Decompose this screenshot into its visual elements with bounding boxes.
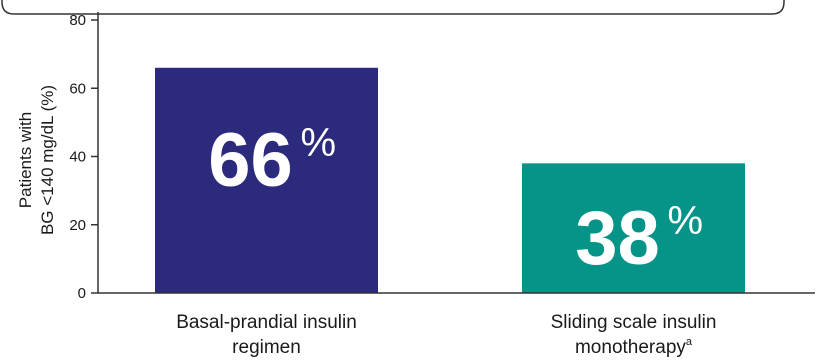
y-tick-label: 60 [69, 80, 86, 97]
y-axis-title: Patients with BG <140 mg/dL (%) [16, 85, 57, 235]
footnote-marker: a [686, 336, 693, 348]
y-axis-title-line: BG <140 mg/dL (%) [38, 85, 57, 235]
y-axis-title-line: Patients with [16, 112, 35, 208]
bar [155, 67, 378, 294]
y-tick-label: 40 [69, 149, 86, 166]
bar [522, 163, 745, 293]
bar-value-label: 66 [208, 118, 293, 203]
bar-value-suffix: % [668, 199, 704, 243]
category-label-line: Basal-prandial insulin [176, 312, 357, 333]
category-label-line: Sliding scale insulin [551, 312, 717, 333]
y-tick-label: 20 [69, 217, 86, 234]
panel-border [1, 0, 785, 15]
bars: 66 %38% [155, 67, 745, 294]
bar-value-label: 38 [575, 196, 660, 281]
category-label-line: regimen [232, 337, 301, 358]
bar-value-suffix: % [301, 121, 337, 165]
y-axis-ticks: 0 20 40 60 80 [69, 12, 98, 302]
y-tick-label: 80 [69, 12, 86, 29]
y-tick-label: 0 [78, 285, 86, 302]
category-label-line: monotherapya [575, 336, 693, 358]
category-labels: Basal-prandial insulin regimen Sliding sca… [176, 312, 716, 358]
